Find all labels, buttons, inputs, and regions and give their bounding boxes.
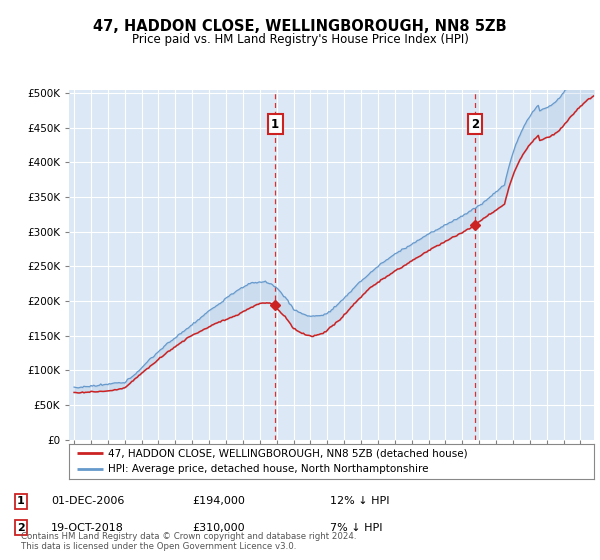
Text: 47, HADDON CLOSE, WELLINGBOROUGH, NN8 5ZB (detached house): 47, HADDON CLOSE, WELLINGBOROUGH, NN8 5Z… [109, 448, 468, 458]
Text: HPI: Average price, detached house, North Northamptonshire: HPI: Average price, detached house, Nort… [109, 464, 429, 474]
Text: 12% ↓ HPI: 12% ↓ HPI [330, 496, 389, 506]
Text: 1: 1 [17, 496, 25, 506]
Text: 19-OCT-2018: 19-OCT-2018 [51, 522, 124, 533]
Text: Contains HM Land Registry data © Crown copyright and database right 2024.
This d: Contains HM Land Registry data © Crown c… [21, 531, 356, 551]
Text: £310,000: £310,000 [192, 522, 245, 533]
Text: 7% ↓ HPI: 7% ↓ HPI [330, 522, 383, 533]
Text: 2: 2 [471, 118, 479, 130]
Text: 1: 1 [271, 118, 279, 130]
Text: Price paid vs. HM Land Registry's House Price Index (HPI): Price paid vs. HM Land Registry's House … [131, 32, 469, 46]
Text: 01-DEC-2006: 01-DEC-2006 [51, 496, 124, 506]
Text: 2: 2 [17, 522, 25, 533]
Text: 47, HADDON CLOSE, WELLINGBOROUGH, NN8 5ZB: 47, HADDON CLOSE, WELLINGBOROUGH, NN8 5Z… [93, 20, 507, 34]
Text: £194,000: £194,000 [192, 496, 245, 506]
